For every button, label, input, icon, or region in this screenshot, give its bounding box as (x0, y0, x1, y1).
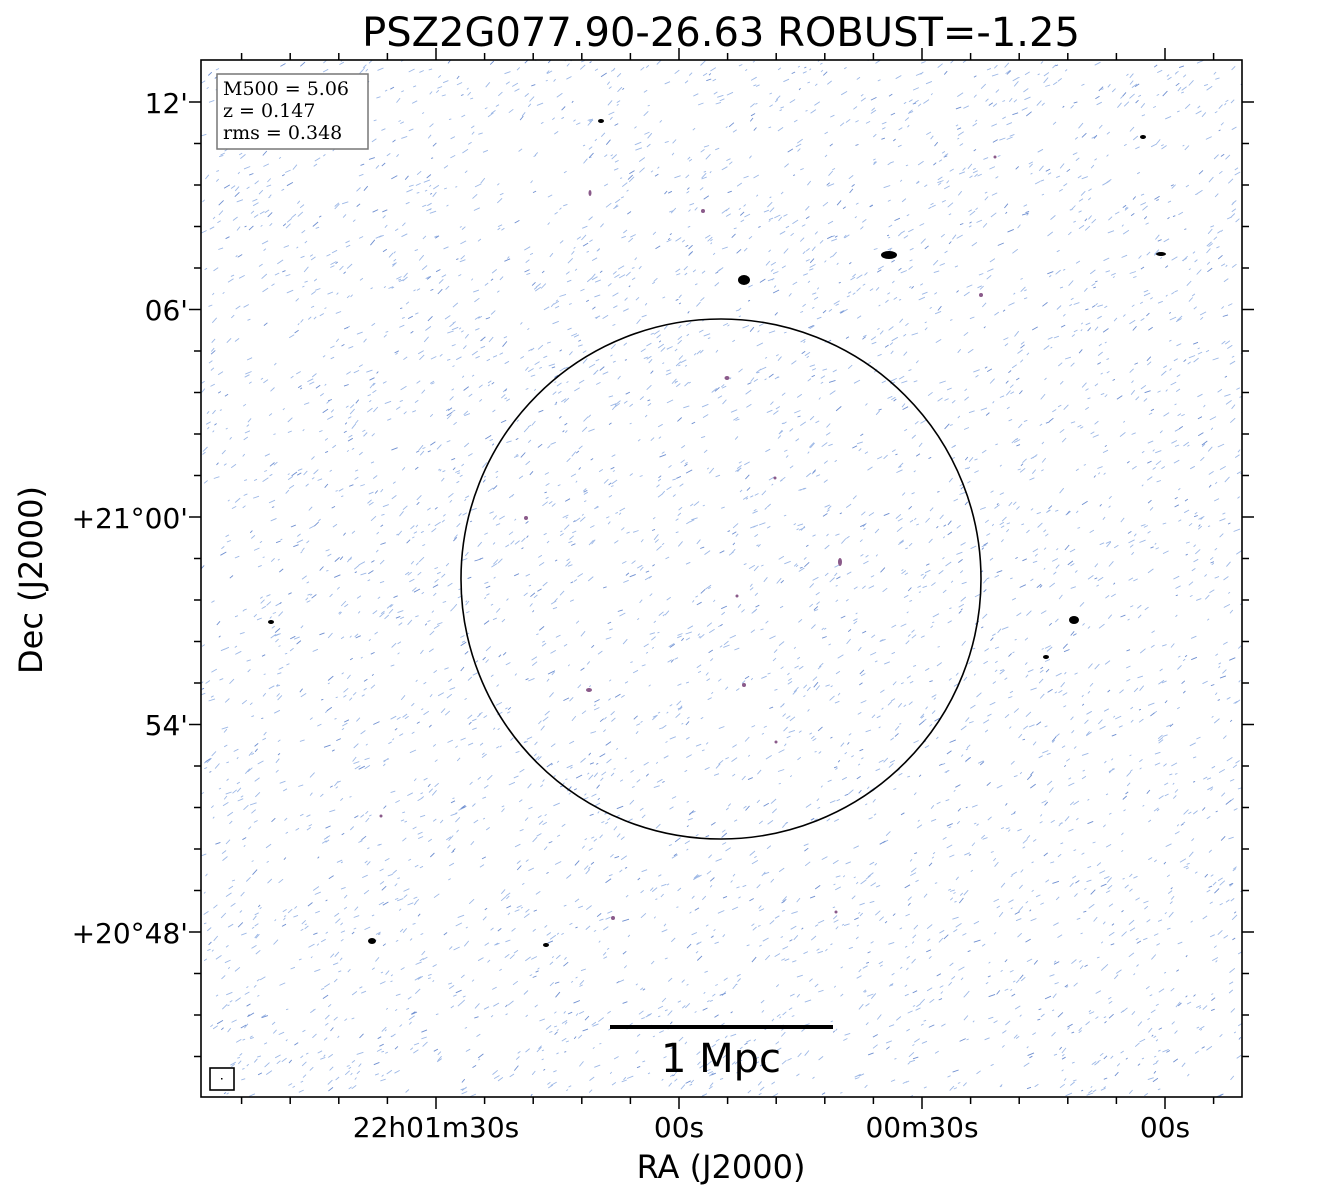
scale-bar-label: 1 Mpc (661, 1036, 781, 1082)
y-tick-label: 06' (145, 294, 188, 327)
y-tick-label: 54' (145, 709, 188, 742)
faint-radio-source (742, 683, 746, 687)
faint-radio-source (379, 814, 383, 818)
r500-circle (460, 318, 982, 840)
info-rms: rms = 0.348 (223, 122, 342, 144)
radio-source (543, 943, 549, 947)
y-tick-labels: 12' 06' +21°00' 54' +20°48' (72, 87, 188, 950)
axes-frame (200, 59, 1243, 1098)
y-tick-label: +21°00' (72, 502, 188, 535)
faint-radio-source (838, 558, 842, 566)
faint-radio-source (524, 516, 528, 520)
radio-sources (268, 119, 1166, 947)
x-tick-label: 22h01m30s (353, 1111, 520, 1144)
faint-radio-source (993, 155, 997, 159)
x-tick-label: 00s (1140, 1111, 1190, 1144)
info-m500: M500 = 5.06 (223, 78, 349, 100)
figure-title: PSZ2G077.90-26.63 ROBUST=-1.25 (362, 10, 1080, 56)
beam-marker (221, 1078, 223, 1080)
axis-ticks (189, 48, 1254, 1109)
x-axis-label: RA (J2000) (637, 1148, 806, 1186)
radio-source (881, 251, 897, 259)
faint-radio-source (735, 594, 739, 598)
faint-radio-source (834, 910, 838, 914)
radio-source (598, 119, 604, 123)
radio-source (1140, 135, 1146, 139)
faint-radio-source (724, 376, 730, 380)
faint-radio-source (774, 740, 778, 744)
faint-radio-source (586, 688, 592, 692)
faint-radio-source (588, 190, 592, 196)
radio-source (1069, 616, 1079, 624)
noise-streaks-dark (201, 60, 1242, 1097)
info-box: M500 = 5.06 z = 0.147 rms = 0.348 (216, 73, 369, 150)
faint-radio-source (979, 293, 983, 297)
x-tick-label: 00s (654, 1111, 704, 1144)
radio-source (368, 938, 376, 944)
y-tick-label: 12' (145, 87, 188, 120)
x-tick-label: 00m30s (865, 1111, 978, 1144)
faint-radio-source (773, 476, 777, 480)
radio-source (1156, 252, 1166, 256)
faint-radio-source (611, 916, 615, 920)
radio-source (738, 275, 750, 285)
radio-source (268, 620, 274, 624)
radio-map (201, 60, 1242, 1097)
info-redshift: z = 0.147 (223, 100, 315, 122)
y-tick-label: +20°48' (72, 917, 188, 950)
faint-radio-source (701, 209, 705, 213)
radio-source (1043, 655, 1049, 659)
x-tick-labels: 22h01m30s 00s 00m30s 00s (353, 1111, 1190, 1144)
y-axis-label: Dec (J2000) (12, 486, 50, 674)
